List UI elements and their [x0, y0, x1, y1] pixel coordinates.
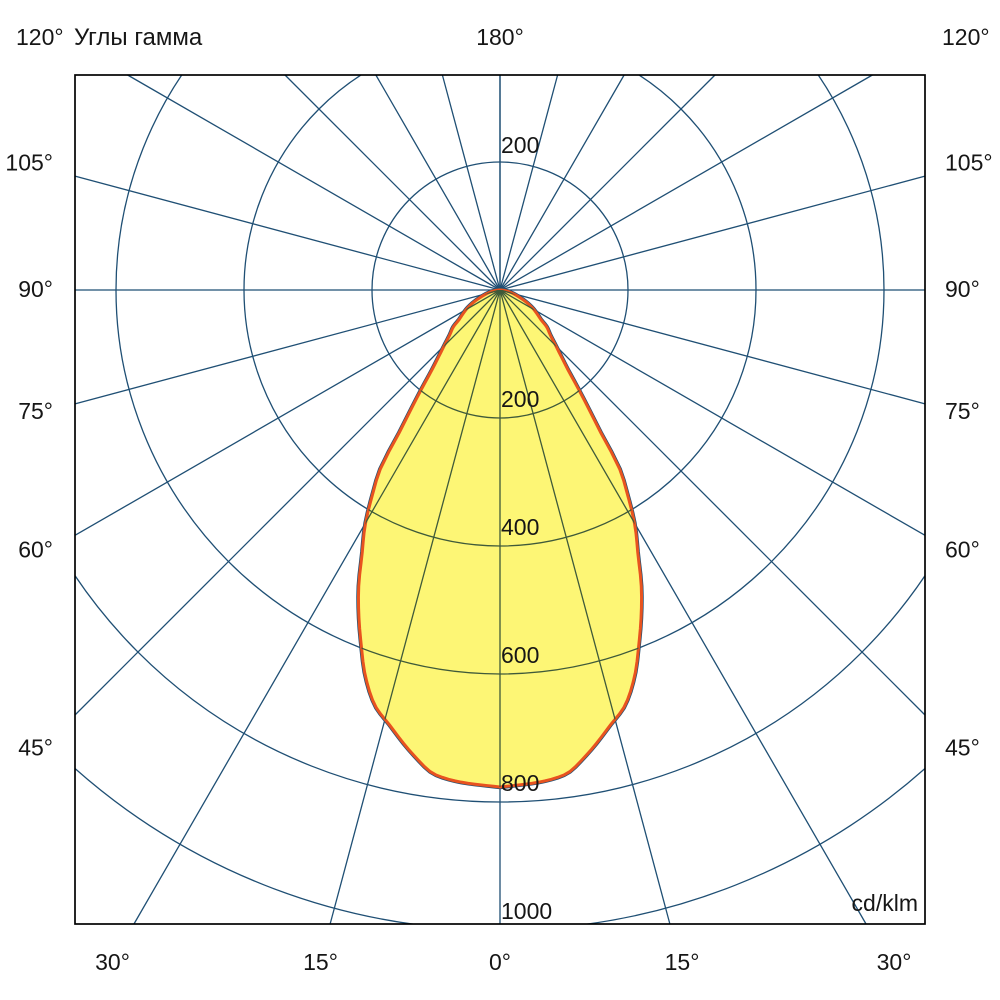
svg-text:45°: 45°: [945, 735, 980, 761]
svg-text:105°: 105°: [945, 150, 993, 176]
svg-text:800: 800: [501, 770, 539, 796]
svg-text:cd/klm: cd/klm: [852, 890, 918, 916]
svg-text:120°: 120°: [942, 24, 990, 50]
svg-text:15°: 15°: [303, 949, 338, 975]
svg-text:60°: 60°: [945, 537, 980, 563]
svg-text:200: 200: [501, 386, 539, 412]
svg-text:30°: 30°: [877, 949, 912, 975]
svg-text:30°: 30°: [95, 949, 130, 975]
svg-text:Углы гамма: Углы гамма: [74, 24, 203, 51]
svg-text:1000: 1000: [501, 898, 552, 924]
svg-text:75°: 75°: [18, 398, 53, 424]
svg-text:75°: 75°: [945, 398, 980, 424]
svg-text:400: 400: [501, 514, 539, 540]
svg-text:105°: 105°: [5, 150, 53, 176]
svg-text:15°: 15°: [665, 949, 700, 975]
svg-text:45°: 45°: [18, 735, 53, 761]
svg-text:180°: 180°: [476, 24, 524, 50]
svg-text:200: 200: [501, 132, 539, 158]
svg-text:0°: 0°: [489, 949, 511, 975]
svg-text:90°: 90°: [18, 276, 53, 302]
svg-text:120°: 120°: [16, 24, 64, 50]
svg-text:90°: 90°: [945, 276, 980, 302]
svg-text:600: 600: [501, 642, 539, 668]
svg-text:60°: 60°: [18, 537, 53, 563]
